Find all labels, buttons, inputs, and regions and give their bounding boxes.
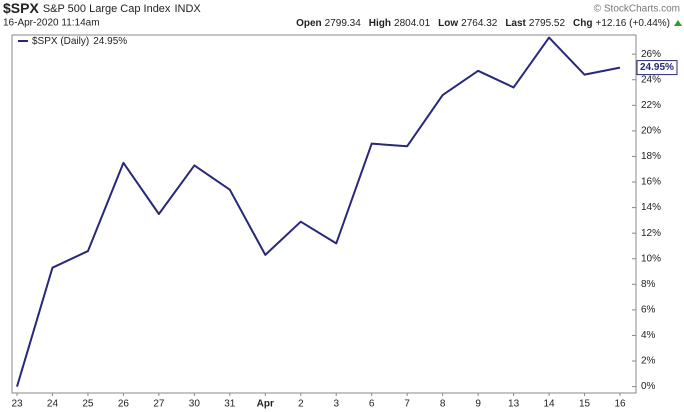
y-tick-label: 0% xyxy=(641,381,656,392)
legend-entry: $SPX (Daily) 24.95% xyxy=(32,36,127,47)
x-tick-label: 7 xyxy=(404,399,410,410)
y-tick-label: 10% xyxy=(641,253,661,264)
x-tick-label: Apr xyxy=(257,399,274,410)
quote-label: Last xyxy=(505,18,526,29)
x-tick-label: 16 xyxy=(614,399,626,410)
x-tick-label: 23 xyxy=(11,399,23,410)
x-tick-label: 13 xyxy=(508,399,520,410)
x-tick-label: 25 xyxy=(82,399,94,410)
x-tick-label: 15 xyxy=(579,399,591,410)
y-tick-label: 6% xyxy=(641,305,656,316)
y-tick-label: 8% xyxy=(641,279,656,290)
x-tick-label: 3 xyxy=(333,399,339,410)
x-tick-label: 26 xyxy=(118,399,130,410)
x-tick-label: 14 xyxy=(543,399,555,410)
exchange: INDX xyxy=(174,3,201,15)
header-line: $SPX S&P 500 Large Cap Index INDX xyxy=(3,0,201,16)
y-tick-label: 4% xyxy=(641,330,656,341)
y-tick-label: 20% xyxy=(641,126,661,137)
x-tick-label: 2 xyxy=(298,399,304,410)
x-tick-label: 6 xyxy=(369,399,375,410)
y-tick-label: 2% xyxy=(641,356,656,367)
plot-frame xyxy=(11,34,637,394)
x-tick-label: 30 xyxy=(189,399,201,410)
x-tick-label: 31 xyxy=(224,399,236,410)
y-tick-label: 18% xyxy=(641,151,661,162)
last-value-label: 24.95% xyxy=(640,62,674,73)
x-tick-label: 24 xyxy=(47,399,59,410)
quote-label: High xyxy=(369,18,391,29)
legend-value: 24.95% xyxy=(93,36,127,47)
x-tick-label: 8 xyxy=(440,399,446,410)
date: 16-Apr-2020 11:14am xyxy=(3,18,100,29)
y-tick-label: 24% xyxy=(641,74,661,85)
quote-label: Open xyxy=(296,18,322,29)
y-tick-label: 22% xyxy=(641,100,661,111)
index-name: S&P 500 Large Cap Index xyxy=(43,3,171,15)
quote-value: +12.16 (+0.44%) xyxy=(596,18,671,29)
x-tick-label: 27 xyxy=(153,399,165,410)
y-tick-label: 26% xyxy=(641,49,661,60)
quote: Open 2799.34 High 2804.01 Low 2764.32 Last 2795… xyxy=(296,18,670,29)
quote-label: Chg xyxy=(573,18,592,29)
price-line xyxy=(16,36,621,387)
quote-value: 2795.52 xyxy=(529,18,566,29)
quote-value: 2799.34 xyxy=(325,18,362,29)
y-tick-label: 16% xyxy=(641,177,661,188)
up-arrow xyxy=(674,20,682,26)
symbol: $SPX xyxy=(3,0,39,16)
y-tick-label: 12% xyxy=(641,228,661,239)
x-tick-label: 9 xyxy=(475,399,481,410)
quote-label: Low xyxy=(438,18,458,29)
legend-name: $SPX (Daily) xyxy=(32,36,89,47)
last-value-box xyxy=(636,60,678,76)
quote-value: 2804.01 xyxy=(394,18,431,29)
y-tick-label: 14% xyxy=(641,202,661,213)
quote-value: 2764.32 xyxy=(461,18,498,29)
copyright: © StockCharts.com xyxy=(594,4,680,15)
